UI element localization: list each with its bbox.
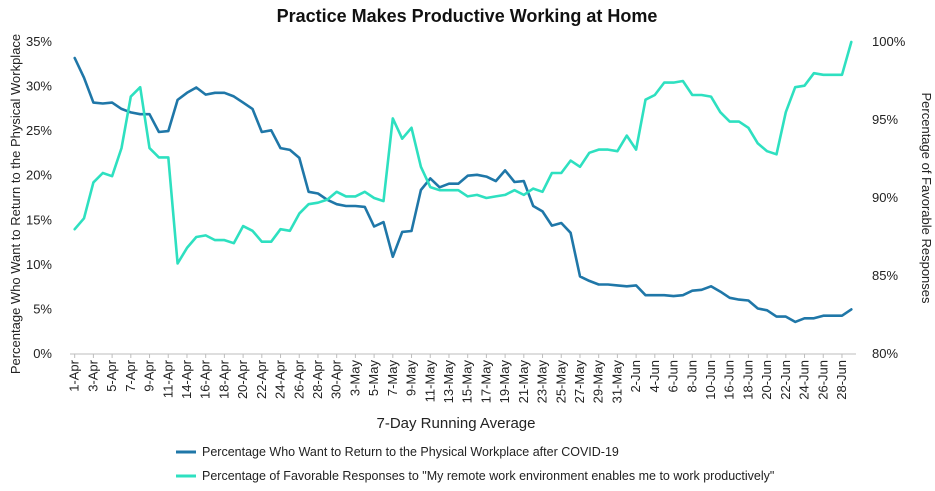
x-tick-label: 31-May [609, 360, 624, 404]
y-right-tick-label: 95% [872, 112, 898, 127]
x-tick-label: 11-May [422, 360, 437, 403]
x-tick-label: 13-May [441, 360, 456, 404]
y-right-tick-label: 85% [872, 268, 898, 283]
x-tick-label: 15-May [460, 360, 475, 404]
x-tick-label: 18-Jun [740, 360, 755, 400]
chart-title: Practice Makes Productive Working at Hom… [277, 6, 658, 26]
y-axis-left-label: Percentage Who Want to Return to the Phy… [8, 34, 23, 374]
y-left-tick-label: 20% [26, 168, 52, 183]
y-left-tick-label: 30% [26, 79, 52, 94]
x-tick-label: 26-Jun [815, 360, 830, 400]
x-tick-label: 2-Jun [628, 360, 643, 393]
x-tick-label: 24-Apr [273, 359, 288, 399]
x-tick-label: 4-Jun [647, 360, 662, 393]
x-tick-label: 3-Apr [85, 359, 100, 391]
x-tick-label: 16-Apr [198, 359, 213, 399]
y-left-tick-label: 35% [26, 34, 52, 49]
x-tick-label: 9-Apr [142, 359, 157, 391]
x-tick-label: 7-May [385, 360, 400, 397]
left-axis-ticks: 0% 5% 10% 15% 20% 25% 30% 35% [26, 34, 52, 361]
x-tick-label: 5-Apr [104, 359, 119, 391]
right-axis-ticks: 80% 85% 90% 95% 100% [872, 34, 906, 361]
x-tick-label: 6-Jun [666, 360, 681, 393]
x-tick-label: 20-Apr [235, 359, 250, 399]
y-left-tick-label: 15% [26, 212, 52, 227]
legend-label-favorable-responses: Percentage of Favorable Responses to "My… [202, 469, 774, 483]
x-tick-label: 25-May [553, 360, 568, 404]
x-tick-label: 5-May [366, 360, 381, 397]
x-tick-label: 19-May [497, 360, 512, 404]
y-right-tick-label: 90% [872, 190, 898, 205]
x-tick-label: 26-Apr [291, 359, 306, 399]
x-tick-label: 3-May [347, 360, 362, 397]
series-layer [73, 40, 853, 324]
x-tick-label: 30-Apr [329, 359, 344, 399]
x-tick-label: 22-Apr [254, 359, 269, 399]
x-tick-label: 17-May [478, 360, 493, 404]
x-tick-label: 18-Apr [216, 359, 231, 399]
legend: Percentage Who Want to Return to the Phy… [176, 445, 774, 483]
x-axis-label: 7-Day Running Average [377, 415, 536, 432]
x-tick-label: 8-Jun [684, 360, 699, 393]
x-tick-label: 9-May [404, 360, 419, 397]
series-line-return-workplace [73, 56, 853, 324]
x-tick-label: 27-May [572, 360, 587, 404]
x-tick-label: 24-Jun [797, 360, 812, 400]
y-right-tick-label: 80% [872, 346, 898, 361]
x-tick-label: 22-Jun [778, 360, 793, 400]
x-tick-label: 14-Apr [179, 359, 194, 399]
x-tick-label: 28-Apr [310, 359, 325, 399]
y-right-tick-label: 100% [872, 34, 906, 49]
legend-label-return-workplace: Percentage Who Want to Return to the Phy… [202, 445, 619, 459]
x-tick-label: 29-May [591, 360, 606, 404]
y-left-tick-label: 0% [33, 346, 52, 361]
x-tick-label: 23-May [535, 360, 550, 404]
x-tick-label: 1-Apr [67, 359, 82, 391]
y-left-tick-label: 25% [26, 123, 52, 138]
y-left-tick-label: 5% [33, 301, 52, 316]
x-tick-label: 21-May [516, 360, 531, 404]
x-tick-label: 10-Jun [703, 360, 718, 400]
x-tick-label: 16-Jun [722, 360, 737, 400]
x-tick-label: 7-Apr [123, 359, 138, 391]
y-axis-right-label: Percentage of Favorable Responses [919, 92, 934, 304]
y-left-tick-label: 10% [26, 257, 52, 272]
x-tick-label: 20-Jun [759, 360, 774, 400]
x-axis-ticks: 1-Apr 3-Apr 5-Apr 7-Apr 9-Apr 11-Apr 14-Apr 16-… [67, 354, 849, 403]
x-tick-label: 28-Jun [834, 360, 849, 400]
x-tick-label: 11-Apr [160, 359, 175, 398]
series-line-favorable-responses [73, 40, 853, 265]
